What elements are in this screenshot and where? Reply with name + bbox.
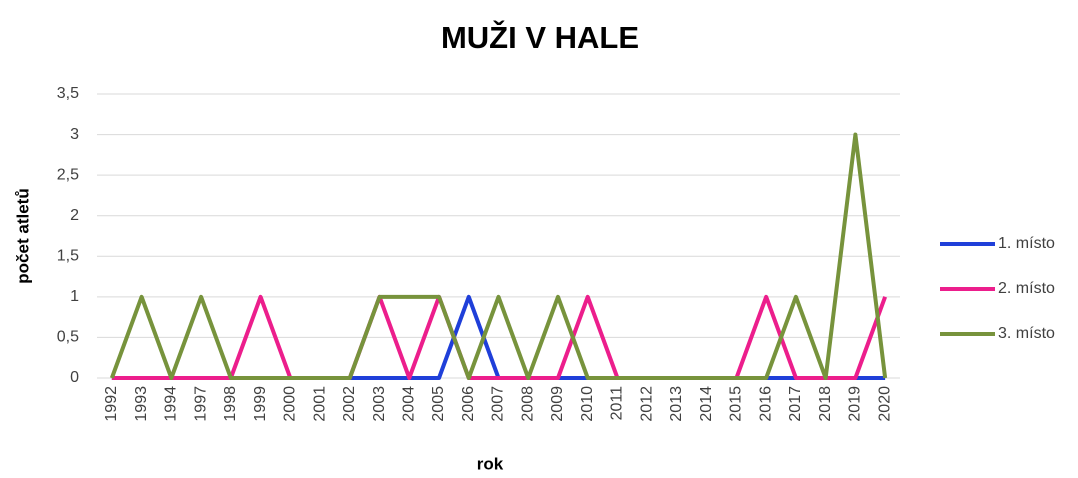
- x-tick-label: 2020: [876, 386, 893, 422]
- y-tick-label: 2,5: [57, 166, 79, 183]
- y-axis-title: počet atletů: [13, 188, 32, 283]
- x-tick-label: 2011: [609, 386, 626, 421]
- x-tick-label: 2000: [282, 386, 299, 422]
- x-tick-label: 1998: [222, 386, 239, 422]
- x-tick-label: 2005: [430, 386, 447, 422]
- x-tick-label: 1994: [163, 386, 180, 422]
- x-tick-label: 2018: [817, 386, 834, 422]
- x-tick-label: 2016: [757, 386, 774, 422]
- y-tick-label: 2: [70, 207, 79, 224]
- y-tick-label: 3,5: [57, 85, 79, 102]
- x-tick-label: 2013: [668, 386, 685, 422]
- x-tick-label: 2004: [400, 386, 417, 422]
- x-tick-label: 2019: [847, 386, 864, 422]
- legend-label: 3. místo: [998, 325, 1055, 342]
- y-tick-label: 0: [70, 369, 79, 386]
- series-line: [109, 132, 888, 380]
- y-tick-label: 1,5: [57, 248, 79, 265]
- y-tick-label: 1: [70, 288, 79, 305]
- y-tick-label: 3: [70, 126, 79, 143]
- x-tick-label: 2008: [519, 386, 536, 422]
- chart-title: MUŽI V HALE: [441, 19, 639, 55]
- x-tick-label: 2003: [371, 386, 388, 422]
- legend-label: 1. místo: [998, 235, 1055, 252]
- x-tick-label: 2007: [490, 386, 507, 422]
- x-tick-label: 1993: [133, 386, 150, 422]
- x-tick-label: 2014: [698, 386, 715, 422]
- x-tick-label: 2006: [460, 386, 477, 422]
- x-tick-label: 1999: [252, 386, 269, 422]
- x-tick-label: 2010: [579, 386, 596, 422]
- x-axis-title: rok: [477, 454, 504, 473]
- y-tick-label: 0,5: [57, 329, 79, 346]
- legend-label: 2. místo: [998, 280, 1055, 297]
- x-tick-label: 2017: [787, 386, 804, 422]
- x-tick-label: 2015: [728, 386, 745, 422]
- x-tick-label: 2012: [638, 386, 655, 422]
- x-tick-label: 2002: [341, 386, 358, 422]
- x-tick-label: 1997: [192, 386, 209, 422]
- x-tick-label: 2009: [549, 386, 566, 422]
- x-tick-label: 2001: [311, 386, 328, 422]
- series-line: [111, 294, 888, 380]
- x-tick-label: 1992: [103, 386, 120, 422]
